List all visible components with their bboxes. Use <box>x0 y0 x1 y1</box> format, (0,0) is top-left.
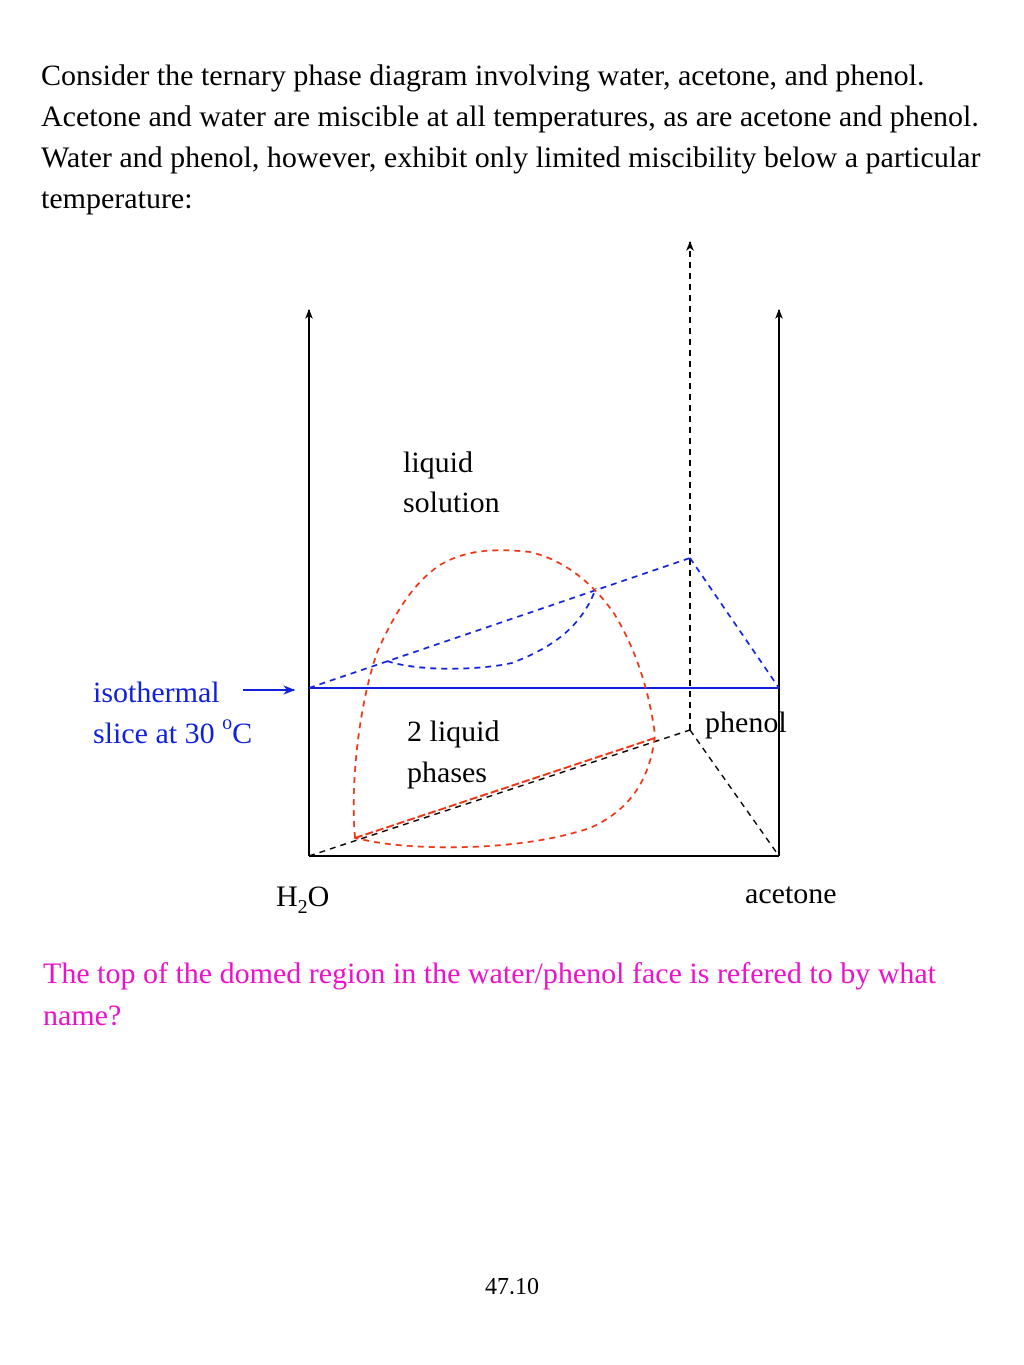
phenol-label: phenol <box>705 706 787 739</box>
liquid-solution-label-line1: liquid <box>403 446 473 479</box>
two-liquid-phases-label-line1: 2 liquid <box>407 715 500 748</box>
isothermal-label-line2: slice at 30 oC <box>93 712 252 750</box>
liquid-solution-label-line2: solution <box>403 486 500 519</box>
water-label: H2O <box>276 880 329 918</box>
two-liquid-phases-label-line2: phases <box>407 756 487 789</box>
isothermal-slice-water-phenol-edge <box>308 557 691 689</box>
isothermal-slice-phenol-acetone-edge <box>689 557 780 689</box>
isothermal-binodal-curve <box>386 587 597 670</box>
phenol-acetone-base-edge <box>689 729 780 857</box>
acetone-label: acetone <box>745 877 837 910</box>
intro-paragraph: Consider the ternary phase diagram invol… <box>41 59 981 215</box>
dome-base-tie-line <box>354 737 656 839</box>
miscibility-dome <box>352 549 656 849</box>
page-number: 47.10 <box>485 1274 539 1300</box>
water-phenol-base-edge <box>308 729 691 857</box>
question-text: The top of the domed region in the water… <box>43 957 937 1032</box>
isothermal-label-line1: isothermal <box>93 676 220 709</box>
